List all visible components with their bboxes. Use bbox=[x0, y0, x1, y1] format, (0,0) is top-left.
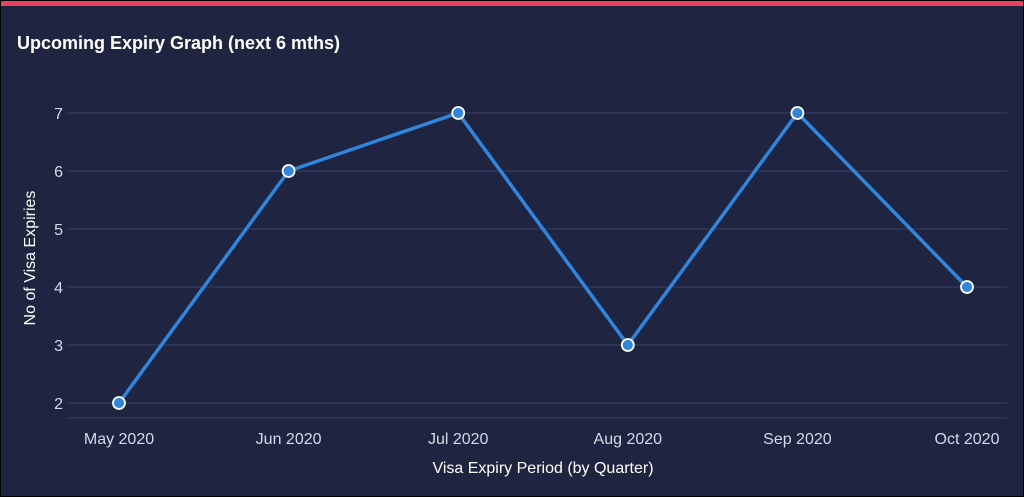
x-tick-labels: May 2020 Jun 2020 Jul 2020 Aug 2020 Sep 2020… bbox=[84, 431, 1000, 448]
series-line bbox=[117, 111, 969, 405]
x-tick-label: May 2020 bbox=[84, 431, 154, 448]
x-tick-label: Jul 2020 bbox=[428, 431, 489, 448]
y-tick-label: 7 bbox=[54, 106, 63, 123]
x-tick-label: Oct 2020 bbox=[935, 431, 1000, 448]
y-tick-label: 5 bbox=[54, 222, 63, 239]
data-point[interactable] bbox=[112, 396, 126, 410]
y-tick-label: 4 bbox=[54, 280, 63, 297]
data-point[interactable] bbox=[960, 280, 974, 294]
series-points bbox=[112, 106, 974, 410]
series-line bbox=[117, 111, 969, 405]
chart-title: Upcoming Expiry Graph (next 6 mths) bbox=[17, 33, 341, 53]
y-tick-label: 6 bbox=[54, 164, 63, 181]
y-tick-label: 2 bbox=[54, 396, 63, 413]
y-axis-label: No of Visa Expiries bbox=[22, 191, 39, 326]
y-tick-labels: 2 3 4 5 6 7 bbox=[54, 106, 63, 413]
data-point[interactable] bbox=[620, 338, 635, 352]
x-tick-label: Aug 2020 bbox=[594, 431, 663, 448]
grid-lines bbox=[67, 112, 1007, 419]
accent-bar bbox=[1, 1, 1023, 6]
y-tick-label: 3 bbox=[54, 338, 63, 355]
data-point[interactable] bbox=[790, 106, 805, 120]
x-tick-label: Sep 2020 bbox=[763, 431, 832, 448]
data-point[interactable] bbox=[281, 164, 296, 178]
x-axis-label: Visa Expiry Period (by Quarter) bbox=[432, 460, 653, 477]
data-point[interactable] bbox=[451, 106, 466, 120]
x-tick-label: Jun 2020 bbox=[256, 431, 322, 448]
